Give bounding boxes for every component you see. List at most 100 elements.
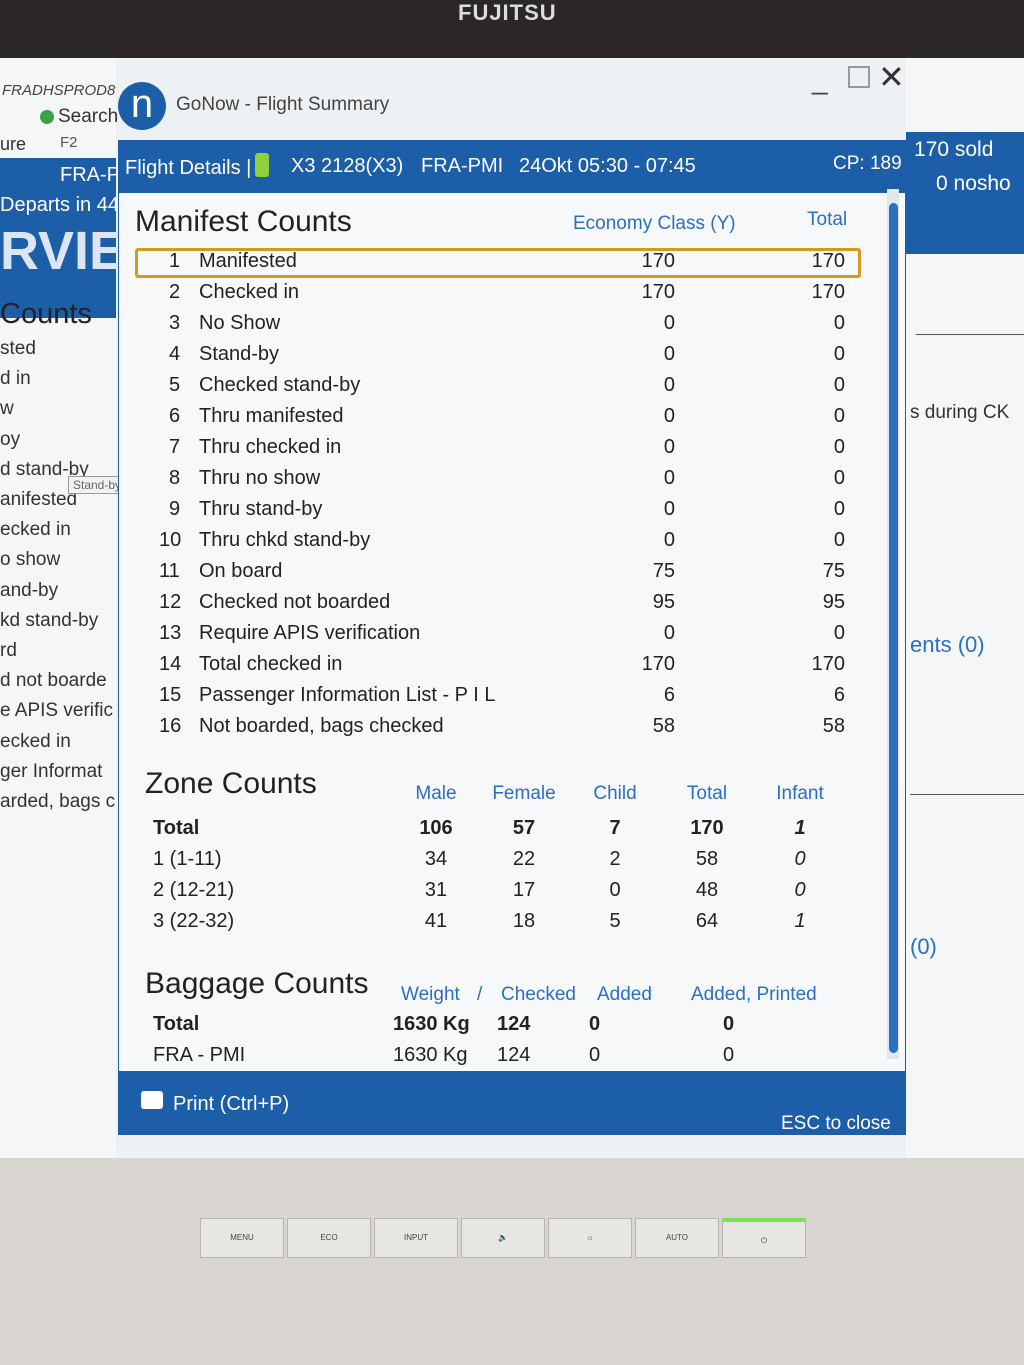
economy-value: 95 [652, 591, 675, 613]
scrollbar-thumb[interactable] [889, 203, 898, 1053]
baggage-col-header: Checked [501, 984, 576, 1005]
row-number: 11 [159, 560, 180, 582]
economy-value: 58 [652, 715, 675, 737]
flight-number: X3 2128(X3) [291, 155, 404, 177]
baggage-col-header: Added [597, 984, 652, 1005]
zone-col-header: Infant [776, 783, 824, 804]
monitor-button[interactable]: AUTO [635, 1218, 719, 1258]
divider [916, 334, 1024, 335]
total-value: 170 [811, 281, 845, 303]
baggage-col-header: Weight [401, 984, 460, 1005]
zone-col-header: Total [686, 783, 728, 804]
during-text: s during CK [910, 402, 1010, 423]
economy-value: 0 [663, 436, 675, 458]
row-label: Require APIS verification [199, 622, 421, 644]
total-value: 75 [822, 560, 845, 582]
window-title: GoNow - Flight Summary [176, 94, 390, 115]
left-list-item: sted [0, 338, 36, 359]
print-label: Print (Ctrl+P) [173, 1093, 290, 1115]
economy-value: 0 [663, 405, 675, 427]
row-label: Checked not boarded [199, 591, 391, 613]
total-value: 0 [833, 467, 845, 489]
left-list-item: o show [0, 549, 61, 571]
left-list-item: oy [0, 428, 21, 450]
zero-link[interactable]: (0) [910, 934, 937, 959]
total-value: 0 [833, 312, 845, 334]
zone-value: 0 [794, 879, 806, 901]
zone-col-header: Female [492, 783, 556, 804]
cp-count: CP: 189 [833, 153, 902, 174]
economy-value: 0 [663, 467, 675, 489]
row-number: 1 [169, 250, 181, 272]
left-banner [0, 158, 116, 318]
zone-value: 1 [794, 817, 806, 839]
baggage-value: 0 [589, 1044, 601, 1066]
zone-value: 41 [424, 910, 448, 932]
row-number: 6 [169, 405, 181, 427]
baggage-value: 124 [497, 1044, 531, 1066]
monitor-button[interactable]: INPUT [374, 1218, 458, 1258]
flight-date-time: 24Okt 05:30 - 07:45 [519, 155, 696, 177]
total-value: 0 [833, 374, 845, 396]
print-button[interactable]: Print (Ctrl+P) [119, 1071, 379, 1135]
zone-value: 5 [609, 910, 621, 932]
printer-icon [141, 1091, 163, 1109]
monitor-button[interactable]: ⏻ [722, 1218, 806, 1258]
economy-value: 0 [663, 374, 675, 396]
baggage-value: 1630 Kg [393, 1044, 468, 1066]
monitor-button[interactable]: ☼ [548, 1218, 632, 1258]
baggage-value: 1630 Kg [393, 1013, 470, 1035]
left-list-item: d not boarde [0, 670, 107, 692]
col-total: Total [807, 209, 848, 230]
monitor-button[interactable]: ECO [287, 1218, 371, 1258]
esc-close-hint[interactable]: ESC to close [781, 1113, 891, 1134]
flight-route: FRA-PMI [421, 155, 504, 177]
search-link[interactable]: Search [58, 106, 119, 127]
monitor-brand: FUJITSU [458, 0, 557, 25]
baggage-row-label: FRA - PMI [153, 1044, 246, 1066]
zone-value: 17 [512, 879, 536, 901]
left-list-item: w [0, 398, 14, 420]
total-value: 0 [833, 498, 845, 520]
zone-value: 22 [512, 848, 536, 870]
row-number: 8 [169, 467, 181, 489]
zone-value: 170 [690, 817, 724, 839]
monitor-button[interactable]: MENU [200, 1218, 284, 1258]
banner-text: RVIE [0, 221, 126, 281]
row-label: Total checked in [199, 653, 343, 675]
row-number: 12 [159, 591, 182, 613]
server-name: FRADHSPROD8 [2, 82, 116, 99]
key-label: ure [0, 134, 27, 154]
key-hint: F2 [60, 134, 78, 151]
row-label: Thru stand-by [199, 498, 323, 520]
left-list-item: ecked in [0, 519, 71, 541]
economy-value: 0 [663, 622, 675, 644]
background-app-left: FRADHSPROD8 Search ure F2 FRA-P Departs … [0, 58, 127, 1158]
left-list-item: ecked in [0, 730, 71, 752]
ents-link[interactable]: ents (0) [910, 632, 985, 657]
row-number: 16 [159, 715, 182, 737]
row-label: Not boarded, bags checked [199, 715, 444, 737]
section-title: Counts [0, 298, 92, 330]
maximize-button[interactable] [848, 66, 870, 88]
zone-value: 2 [609, 848, 621, 870]
total-value: 6 [833, 684, 845, 706]
left-list-item: arded, bags c [0, 791, 116, 812]
baggage-col-header: Added, Printed [691, 984, 817, 1005]
zone-row-label: 2 (12-21) [153, 879, 235, 901]
flight-summary-dialog: Flight Details | X3 2128(X3) FRA-PMI 24O… [118, 140, 906, 1135]
row-number: 2 [169, 281, 181, 303]
manifest-title: Manifest Counts [135, 205, 352, 238]
monitor-button[interactable]: 🔈 [461, 1218, 545, 1258]
zone-col-header: Male [415, 783, 457, 804]
minimize-button[interactable]: _ [812, 64, 828, 95]
row-label: Stand-by [199, 343, 280, 365]
row-number: 10 [159, 529, 182, 551]
total-value: 0 [833, 405, 845, 427]
sold-count: 170 sold [914, 138, 994, 161]
close-button[interactable]: ✕ [878, 59, 905, 95]
zone-value: 57 [512, 817, 536, 839]
right-banner [906, 132, 1024, 254]
left-list-item: d stand-by [0, 458, 89, 480]
tooltip: Stand-by [68, 476, 127, 494]
